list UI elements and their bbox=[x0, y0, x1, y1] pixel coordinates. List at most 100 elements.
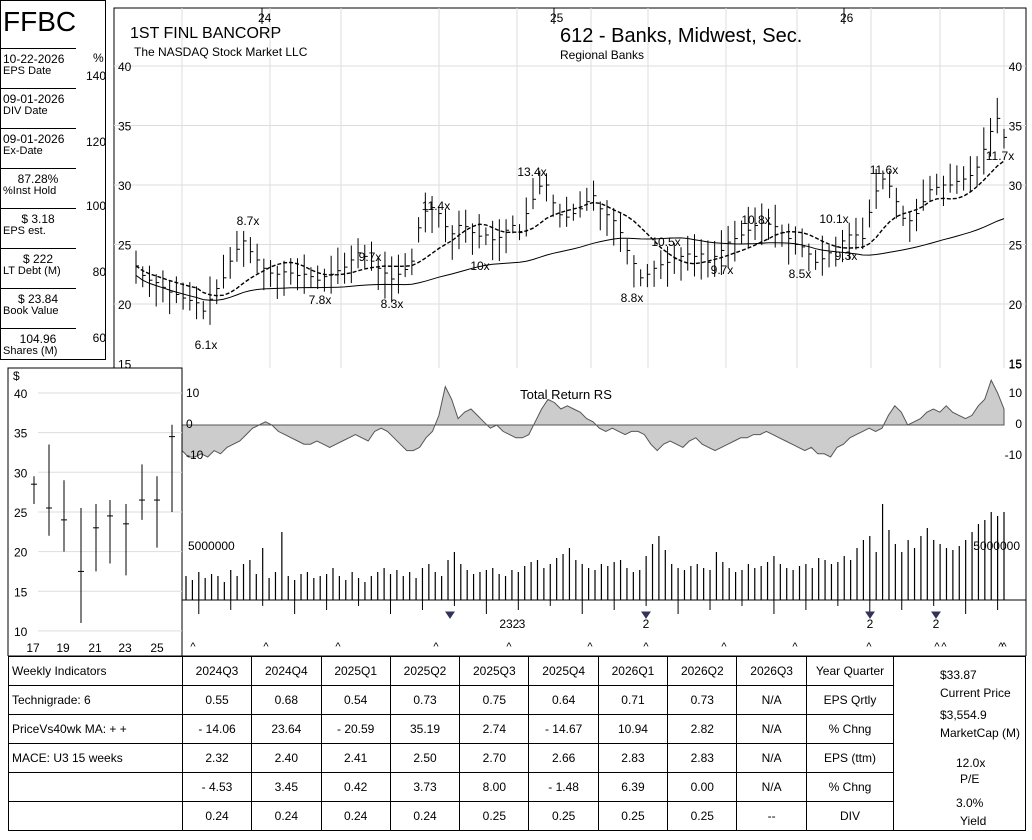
price-tick-right: 40 bbox=[1009, 60, 1023, 74]
row-value: 2.74 bbox=[459, 714, 530, 744]
price-tick-right: 20 bbox=[1009, 298, 1023, 312]
pe-label: 9.7x bbox=[711, 263, 734, 277]
row-indicator bbox=[8, 801, 183, 831]
rs-area bbox=[181, 378, 1005, 458]
volume-marker: 2 bbox=[643, 617, 650, 631]
pe-label: 8.5x bbox=[789, 267, 812, 281]
header-quarter: 2024Q4 bbox=[251, 656, 322, 686]
row-value: 23.64 bbox=[251, 714, 322, 744]
row-value: 8.00 bbox=[459, 772, 530, 802]
chart-frame bbox=[113, 7, 1027, 656]
row-value: N/A bbox=[736, 714, 807, 744]
info-box-0: 10-22-2026 EPS Date bbox=[0, 48, 76, 89]
industry-group: 612 - Banks, Midwest, Sec. bbox=[560, 25, 802, 47]
market-cap-label: MarketCap (M) bbox=[940, 726, 1021, 740]
pct-tick: 140 bbox=[86, 69, 106, 83]
info-caption: Ex-Date bbox=[3, 145, 43, 157]
inset-x-tick: 17 bbox=[26, 641, 40, 655]
inset-y-tick: 15 bbox=[14, 585, 28, 599]
row-value: 2.40 bbox=[251, 743, 322, 773]
market-cap-block: $3,554.9 MarketCap (M) bbox=[896, 706, 1026, 746]
row-value: 2.70 bbox=[459, 743, 530, 773]
header-quarter: 2026Q1 bbox=[597, 656, 669, 686]
info-value: 87.28% bbox=[17, 172, 59, 186]
info-value: 09-01-2026 bbox=[3, 132, 65, 146]
info-value: 10-22-2026 bbox=[3, 52, 65, 66]
price-tick-left: 40 bbox=[118, 60, 132, 74]
row-value: 6.39 bbox=[597, 772, 669, 802]
rs-tick-left: -10 bbox=[186, 448, 204, 462]
ma-10-week-line bbox=[135, 160, 1005, 297]
info-caption: EPS est. bbox=[3, 225, 46, 237]
price-tick-left: 35 bbox=[118, 120, 132, 134]
row-value: 2.83 bbox=[597, 743, 669, 773]
market-cap-value: $3,554.9 bbox=[940, 708, 987, 722]
pe-label: 11.7x bbox=[986, 149, 1014, 163]
inset-x-tick: 25 bbox=[150, 641, 164, 655]
volume-bars bbox=[185, 504, 1005, 614]
exchange-name: The NASDAQ Stock Market LLC bbox=[134, 45, 308, 59]
pct-tick: 120 bbox=[86, 135, 106, 149]
pct-tick: 60 bbox=[93, 331, 107, 345]
caret-marker: ^ bbox=[1001, 641, 1007, 653]
info-box-4: $ 3.18 EPS est. bbox=[0, 208, 76, 249]
header-quarter: 2026Q3 bbox=[736, 656, 807, 686]
header-quarter: 2026Q2 bbox=[667, 656, 738, 686]
row-value: 0.25 bbox=[459, 801, 530, 831]
table-row: Technigrade: 6 0.55 0.68 0.54 0.73 0.75 0.64 0.… bbox=[8, 685, 1026, 715]
inset-y-label: $ bbox=[13, 369, 20, 383]
price-tick-right: 15 bbox=[1009, 358, 1023, 372]
year-label: 25 bbox=[550, 11, 564, 25]
caret-marker: ^ bbox=[721, 641, 727, 653]
row-label: DIV bbox=[805, 801, 895, 831]
pe-label: 8.8x bbox=[621, 291, 644, 305]
info-box-7: 104.96 Shares (M) bbox=[0, 328, 76, 369]
table-row: MACE: U3 15 weeks 2.32 2.40 2.41 2.50 2.70 2.6… bbox=[8, 743, 1026, 773]
price-tick-left: 30 bbox=[118, 179, 132, 193]
info-caption: EPS Date bbox=[3, 65, 52, 77]
pe-label: 11.4x bbox=[422, 199, 450, 213]
quarterly-data-table: Weekly Indicators 2024Q3 2024Q4 2025Q1 2025Q… bbox=[8, 656, 1026, 831]
rs-tick-right: 0 bbox=[1015, 417, 1022, 431]
row-value: 3.73 bbox=[389, 772, 461, 802]
pe-label: 10.8x bbox=[741, 213, 770, 227]
info-caption: DIV Date bbox=[3, 105, 48, 117]
table-row: 0.24 0.24 0.24 0.24 0.25 0.25 0.25 0.25 -- DIV bbox=[8, 801, 1026, 831]
pe-label: 9.7x bbox=[359, 250, 382, 264]
ticker-symbol: FFBC bbox=[3, 6, 77, 37]
info-caption: Book Value bbox=[3, 305, 59, 317]
info-value: 104.96 bbox=[19, 332, 57, 346]
inset-x-tick: 23 bbox=[118, 641, 132, 655]
row-value: 0.24 bbox=[320, 801, 391, 831]
volume-marker: 23 bbox=[499, 617, 513, 631]
current-price-block: $33.87 Current Price bbox=[896, 660, 1026, 720]
row-indicator bbox=[8, 772, 183, 802]
year-label: 26 bbox=[840, 11, 854, 25]
caret-marker: ^ bbox=[190, 641, 196, 653]
caret-marker: ^ bbox=[263, 641, 269, 653]
header-quarter: 2025Q3 bbox=[459, 656, 530, 686]
row-value: 0.54 bbox=[320, 685, 391, 715]
inset-y-tick: 20 bbox=[14, 546, 28, 560]
info-box-3: 87.28% %Inst Hold bbox=[0, 168, 76, 209]
price-tick-left: 25 bbox=[118, 239, 132, 253]
pe-label: 13.4x bbox=[517, 165, 546, 179]
row-value: - 20.59 bbox=[320, 714, 391, 744]
pct-axis-label: % bbox=[93, 51, 104, 65]
row-label: EPS (ttm) bbox=[805, 743, 895, 773]
price-tick-right: 25 bbox=[1009, 239, 1023, 253]
row-value: 0.25 bbox=[528, 801, 599, 831]
pe-label: 10.1x bbox=[819, 212, 848, 226]
pe-label: 11.6x bbox=[870, 163, 898, 177]
row-value: 0.25 bbox=[597, 801, 669, 831]
inset-y-tick: 10 bbox=[14, 625, 28, 639]
yield-block: 3.0% Yield bbox=[896, 794, 1032, 834]
row-value: 0.73 bbox=[667, 685, 738, 715]
row-value: 35.19 bbox=[389, 714, 461, 744]
price-chart-area: 24 25 26 1ST FINL BANCORP The NASDAQ Stock M… bbox=[7, 7, 1027, 656]
company-name: 1ST FINL BANCORP bbox=[130, 25, 281, 42]
info-caption: Shares (M) bbox=[3, 345, 58, 357]
row-value: - 1.48 bbox=[528, 772, 599, 802]
caret-marker: ^ bbox=[934, 641, 940, 653]
row-value: N/A bbox=[736, 743, 807, 773]
